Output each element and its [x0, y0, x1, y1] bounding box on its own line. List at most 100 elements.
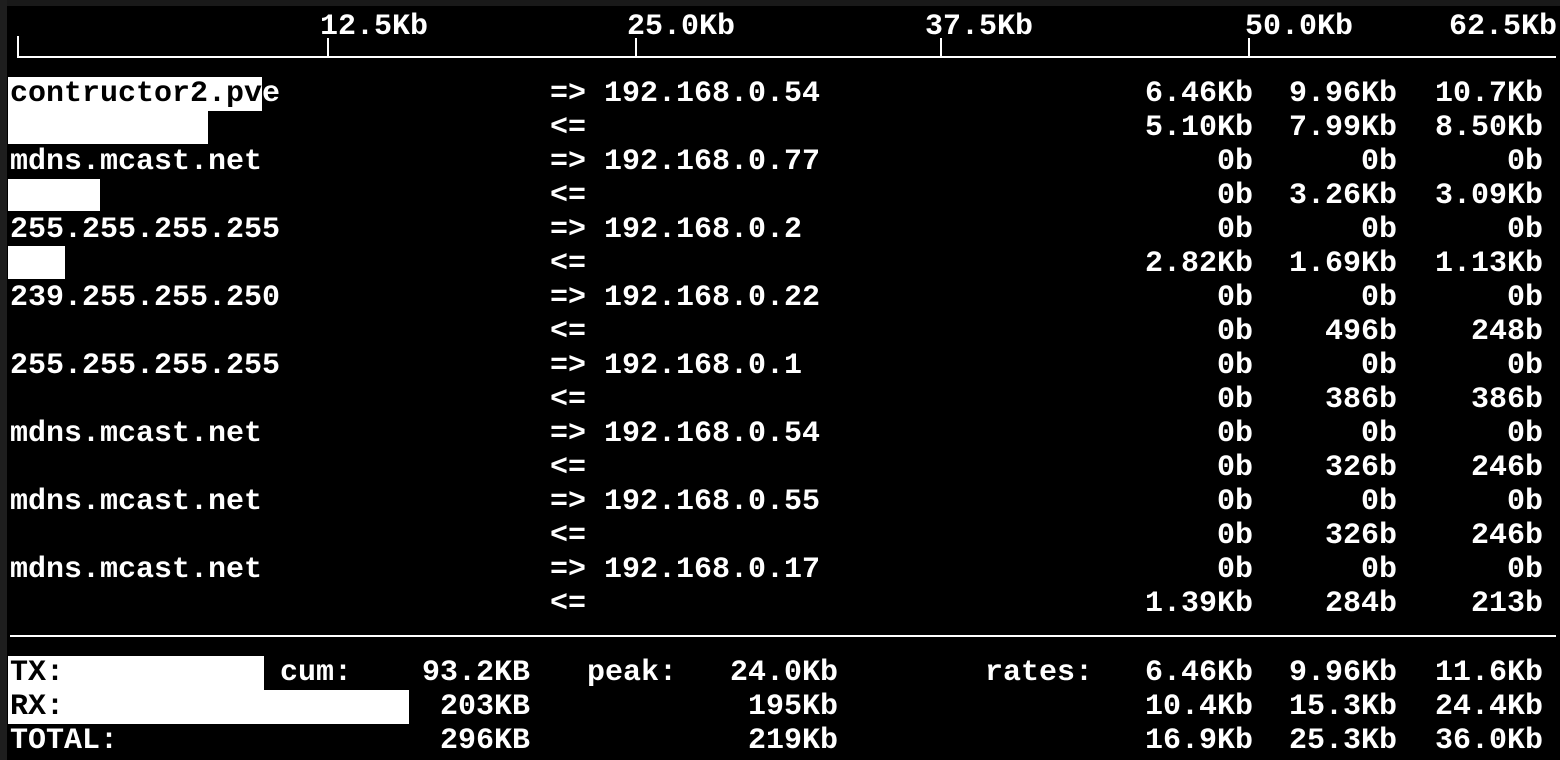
scale-header: 12.5Kb 25.0Kb 37.5Kb 50.0Kb 62.5Kb [0, 10, 1560, 646]
rate-2s: 0b [1216, 485, 1253, 519]
rate-2s: 0b [1216, 145, 1253, 179]
arrow-in-icon: <= [550, 247, 587, 281]
rate-40s: 248b [1470, 315, 1543, 349]
rate-10s: 0b [1360, 485, 1397, 519]
total-cum-value: 296KB [439, 724, 530, 758]
rate-40s: 0b [1506, 485, 1543, 519]
rx-summary-row: RX: 203KB 195Kb 10.4Kb 15.3Kb 24.4Kb [0, 690, 1560, 724]
destination-host: 192.168.0.1 [604, 349, 803, 383]
tx-cum-value: 93.2KB [421, 656, 530, 690]
connection-row-out: mdns.mcast.net => 192.168.0.54 0b 0b 0b [0, 417, 1560, 451]
source-host: mdns.mcast.net [10, 485, 263, 519]
rates-label: rates: [985, 656, 1094, 690]
arrow-out-icon: => [550, 281, 587, 315]
rate-10s: 0b [1360, 349, 1397, 383]
rate-2s: 5.10Kb [1144, 111, 1253, 145]
rate-40s: 0b [1506, 213, 1543, 247]
scale-label: 50.0Kb [1245, 10, 1354, 44]
scale-label: 37.5Kb [925, 10, 1034, 44]
rate-10s: 326b [1324, 451, 1397, 485]
rate-40s: 1.13Kb [1434, 247, 1543, 281]
rate-10s: 284b [1324, 587, 1397, 621]
arrow-out-icon: => [550, 553, 587, 587]
rate-40s: 3.09Kb [1434, 179, 1543, 213]
rate-10s: 7.99Kb [1288, 111, 1397, 145]
host-text-tail: e [262, 77, 281, 111]
redaction-block [8, 246, 65, 279]
arrow-in-icon: <= [550, 315, 587, 349]
scale-label: 25.0Kb [627, 10, 736, 44]
rate-40s: 386b [1470, 383, 1543, 417]
source-host: mdns.mcast.net [10, 553, 263, 587]
rate-40s: 246b [1470, 451, 1543, 485]
connection-row-in: <= 0b 496b 248b [0, 315, 1560, 349]
connection-row-in: <= 0b 326b 246b [0, 519, 1560, 553]
scale-tick [17, 36, 19, 58]
redaction-block [8, 179, 100, 211]
connection-row-in: <= 0b 3.26Kb 3.09Kb [0, 179, 1560, 213]
arrow-out-icon: => [550, 77, 587, 111]
total-peak-value: 219Kb [747, 724, 838, 758]
arrow-out-icon: => [550, 349, 587, 383]
connection-row-out: 239.255.255.250 => 192.168.0.22 0b 0b 0b [0, 281, 1560, 315]
tx-label: TX: [10, 656, 65, 690]
rate-2s: 6.46Kb [1144, 77, 1253, 111]
rate-2s: 0b [1216, 179, 1253, 213]
rate-2s: 0b [1216, 451, 1253, 485]
highlighted-host-text: contructor2.pv [8, 77, 263, 111]
rate-10s: 3.26Kb [1288, 179, 1397, 213]
arrow-out-icon: => [550, 485, 587, 519]
total-rate-10s: 25.3Kb [1288, 724, 1397, 758]
arrow-in-icon: <= [550, 111, 587, 145]
scale-bar [17, 56, 1556, 58]
arrow-in-icon: <= [550, 451, 587, 485]
arrow-in-icon: <= [550, 383, 587, 417]
total-summary-row: TOTAL: 296KB 219Kb 16.9Kb 25.3Kb 36.0Kb [0, 724, 1560, 758]
arrow-out-icon: => [550, 213, 587, 247]
connection-row-out: mdns.mcast.net => 192.168.0.55 0b 0b 0b [0, 485, 1560, 519]
rate-10s: 326b [1324, 519, 1397, 553]
rx-peak-value: 195Kb [747, 690, 838, 724]
redaction-block [8, 690, 409, 724]
rate-2s: 0b [1216, 553, 1253, 587]
rate-2s: 0b [1216, 519, 1253, 553]
tx-peak-value: 24.0Kb [729, 656, 838, 690]
tx-rate-40s: 11.6Kb [1434, 656, 1543, 690]
rate-40s: 246b [1470, 519, 1543, 553]
redaction-block [8, 656, 264, 690]
rate-40s: 10.7Kb [1434, 77, 1543, 111]
rate-10s: 496b [1324, 315, 1397, 349]
rate-2s: 0b [1216, 213, 1253, 247]
arrow-in-icon: <= [550, 587, 587, 621]
rate-40s: 0b [1506, 281, 1543, 315]
tx-rate-2s: 6.46Kb [1144, 656, 1253, 690]
rx-rate-40s: 24.4Kb [1434, 690, 1543, 724]
connection-row-out: 255.255.255.255 => 192.168.0.1 0b 0b 0b [0, 349, 1560, 383]
scale-tick [635, 38, 637, 57]
rate-10s: 0b [1360, 417, 1397, 451]
source-host: contructor2.pve [8, 77, 281, 111]
source-host: mdns.mcast.net [10, 417, 263, 451]
total-label: TOTAL: [10, 724, 119, 758]
rx-label: RX: [10, 690, 65, 724]
destination-host: 192.168.0.54 [604, 417, 821, 451]
rate-40s: 0b [1506, 553, 1543, 587]
connection-row-out: contructor2.pve => 192.168.0.54 6.46Kb 9… [0, 77, 1560, 111]
rate-2s: 1.39Kb [1144, 587, 1253, 621]
source-host: 255.255.255.255 [10, 213, 281, 247]
arrow-out-icon: => [550, 417, 587, 451]
connection-row-in: <= 0b 326b 246b [0, 451, 1560, 485]
arrow-in-icon: <= [550, 519, 587, 553]
rate-2s: 0b [1216, 349, 1253, 383]
rate-10s: 0b [1360, 213, 1397, 247]
arrow-in-icon: <= [550, 179, 587, 213]
connection-row-out: mdns.mcast.net => 192.168.0.17 0b 0b 0b [0, 553, 1560, 587]
rate-2s: 0b [1216, 281, 1253, 315]
total-rate-2s: 16.9Kb [1144, 724, 1253, 758]
connection-row-in: <= 2.82Kb 1.69Kb 1.13Kb [0, 247, 1560, 281]
rx-rate-10s: 15.3Kb [1288, 690, 1397, 724]
peak-label: peak: [587, 656, 678, 690]
rate-2s: 0b [1216, 383, 1253, 417]
scale-tick [327, 38, 329, 57]
